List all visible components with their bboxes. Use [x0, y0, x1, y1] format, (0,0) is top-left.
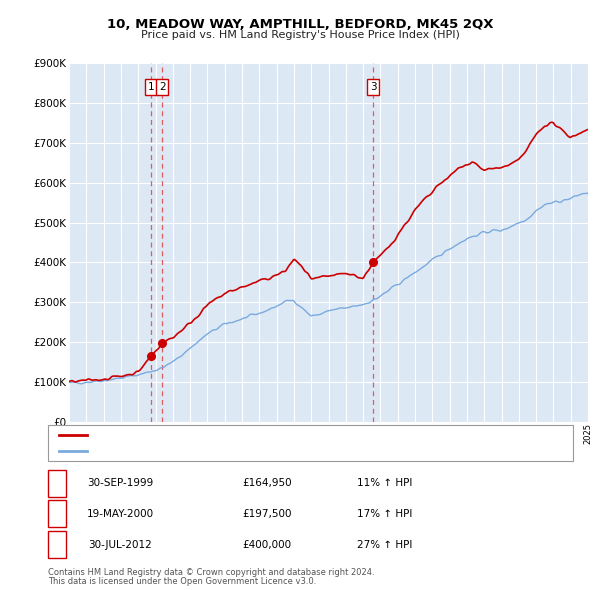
Text: 10, MEADOW WAY, AMPTHILL, BEDFORD, MK45 2QX: 10, MEADOW WAY, AMPTHILL, BEDFORD, MK45 …: [107, 18, 493, 31]
Text: 1: 1: [148, 82, 154, 92]
Text: HPI: Average price, detached house, Central Bedfordshire: HPI: Average price, detached house, Cent…: [94, 446, 376, 456]
Text: £197,500: £197,500: [242, 509, 292, 519]
Text: 10, MEADOW WAY, AMPTHILL, BEDFORD, MK45 2QX (detached house): 10, MEADOW WAY, AMPTHILL, BEDFORD, MK45 …: [94, 430, 438, 440]
Text: 3: 3: [370, 82, 376, 92]
Text: 30-JUL-2012: 30-JUL-2012: [88, 540, 152, 549]
Text: 27% ↑ HPI: 27% ↑ HPI: [357, 540, 412, 549]
Text: 2: 2: [159, 82, 166, 92]
Text: £164,950: £164,950: [242, 478, 292, 488]
Text: Price paid vs. HM Land Registry's House Price Index (HPI): Price paid vs. HM Land Registry's House …: [140, 30, 460, 40]
Text: 3: 3: [53, 540, 61, 549]
Text: 2: 2: [53, 509, 61, 519]
Text: 11% ↑ HPI: 11% ↑ HPI: [357, 478, 412, 488]
Text: This data is licensed under the Open Government Licence v3.0.: This data is licensed under the Open Gov…: [48, 578, 316, 586]
Text: 1: 1: [53, 478, 61, 488]
Text: 19-MAY-2000: 19-MAY-2000: [86, 509, 154, 519]
Text: 17% ↑ HPI: 17% ↑ HPI: [357, 509, 412, 519]
Text: 30-SEP-1999: 30-SEP-1999: [87, 478, 153, 488]
Text: £400,000: £400,000: [242, 540, 292, 549]
Text: Contains HM Land Registry data © Crown copyright and database right 2024.: Contains HM Land Registry data © Crown c…: [48, 568, 374, 577]
